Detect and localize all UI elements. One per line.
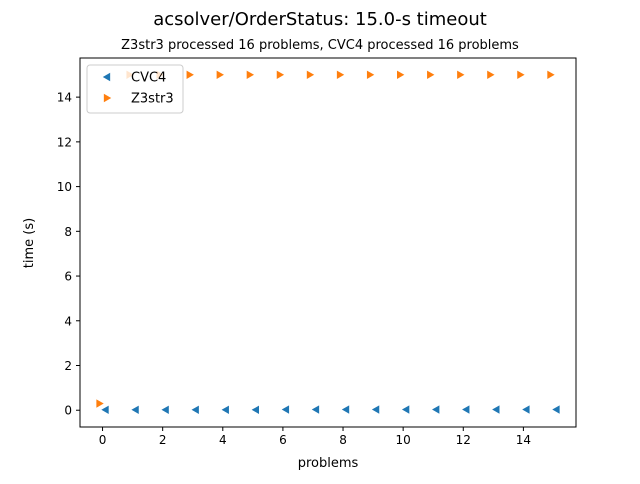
data-point-z3str3	[276, 70, 285, 79]
x-tick-label: 2	[159, 433, 167, 447]
data-point-cvc4	[131, 405, 139, 414]
y-tick-label: 12	[57, 135, 72, 149]
legend-box	[86, 64, 184, 114]
data-point-cvc4	[161, 405, 169, 414]
legend-label-cvc4: CVC4	[131, 71, 166, 86]
plot-frame	[79, 57, 577, 428]
y-axis-label: time (s)	[22, 218, 37, 268]
legend-marker-cvc4	[102, 72, 111, 82]
axes: 0 2 4 6 8 10 12 14 0 2 4 6 8 10 12 14	[57, 57, 577, 447]
chart-subtitle: Z3str3 processed 16 problems, CVC4 proce…	[121, 38, 519, 53]
data-point-cvc4	[101, 405, 109, 414]
data-point-z3str3	[547, 70, 555, 79]
y-tick-label: 10	[57, 180, 72, 194]
series-z3str3	[96, 70, 555, 408]
data-point-cvc4	[401, 405, 410, 414]
data-point-cvc4	[371, 405, 380, 414]
series-cvc4	[101, 405, 560, 414]
data-point-z3str3	[186, 70, 194, 79]
data-point-z3str3	[427, 70, 435, 79]
data-point-z3str3	[216, 70, 224, 79]
y-tick-label: 4	[64, 314, 72, 328]
data-point-z3str3	[396, 70, 405, 79]
data-point-z3str3	[246, 70, 255, 79]
x-tick-label: 4	[219, 433, 227, 447]
data-point-cvc4	[311, 405, 320, 414]
data-marks	[96, 70, 560, 414]
legend: CVC4 Z3str3	[86, 64, 184, 114]
x-axis-label: problems	[298, 456, 359, 471]
x-tick-label: 0	[99, 433, 107, 447]
data-point-z3str3	[366, 70, 375, 79]
y-tick-label: 0	[64, 404, 72, 418]
data-point-cvc4	[251, 405, 260, 414]
data-point-cvc4	[281, 405, 290, 414]
legend-marker-z3str3	[103, 93, 112, 103]
data-point-z3str3	[96, 399, 104, 408]
data-point-cvc4	[221, 405, 229, 414]
data-point-z3str3	[517, 70, 525, 79]
data-point-cvc4	[522, 405, 530, 414]
data-point-cvc4	[492, 405, 500, 414]
y-tick-label: 14	[57, 91, 72, 105]
data-point-cvc4	[462, 405, 470, 414]
y-tick-label: 8	[64, 225, 72, 239]
data-point-cvc4	[552, 405, 560, 414]
data-point-z3str3	[457, 70, 465, 79]
data-point-z3str3	[487, 70, 495, 79]
data-point-z3str3	[336, 70, 345, 79]
chart-title: acsolver/OrderStatus: 15.0-s timeout	[153, 9, 487, 30]
x-tick-label: 14	[516, 433, 531, 447]
x-tick-label: 12	[456, 433, 471, 447]
x-tick-label: 8	[339, 433, 347, 447]
x-tick-label: 6	[279, 433, 287, 447]
data-point-cvc4	[191, 405, 199, 414]
y-tick-label: 6	[64, 270, 72, 284]
data-point-cvc4	[341, 405, 350, 414]
legend-label-z3str3: Z3str3	[131, 92, 174, 107]
y-tick-label: 2	[64, 359, 72, 373]
data-point-cvc4	[432, 405, 440, 414]
x-tick-label: 10	[396, 433, 411, 447]
data-point-z3str3	[306, 70, 315, 79]
